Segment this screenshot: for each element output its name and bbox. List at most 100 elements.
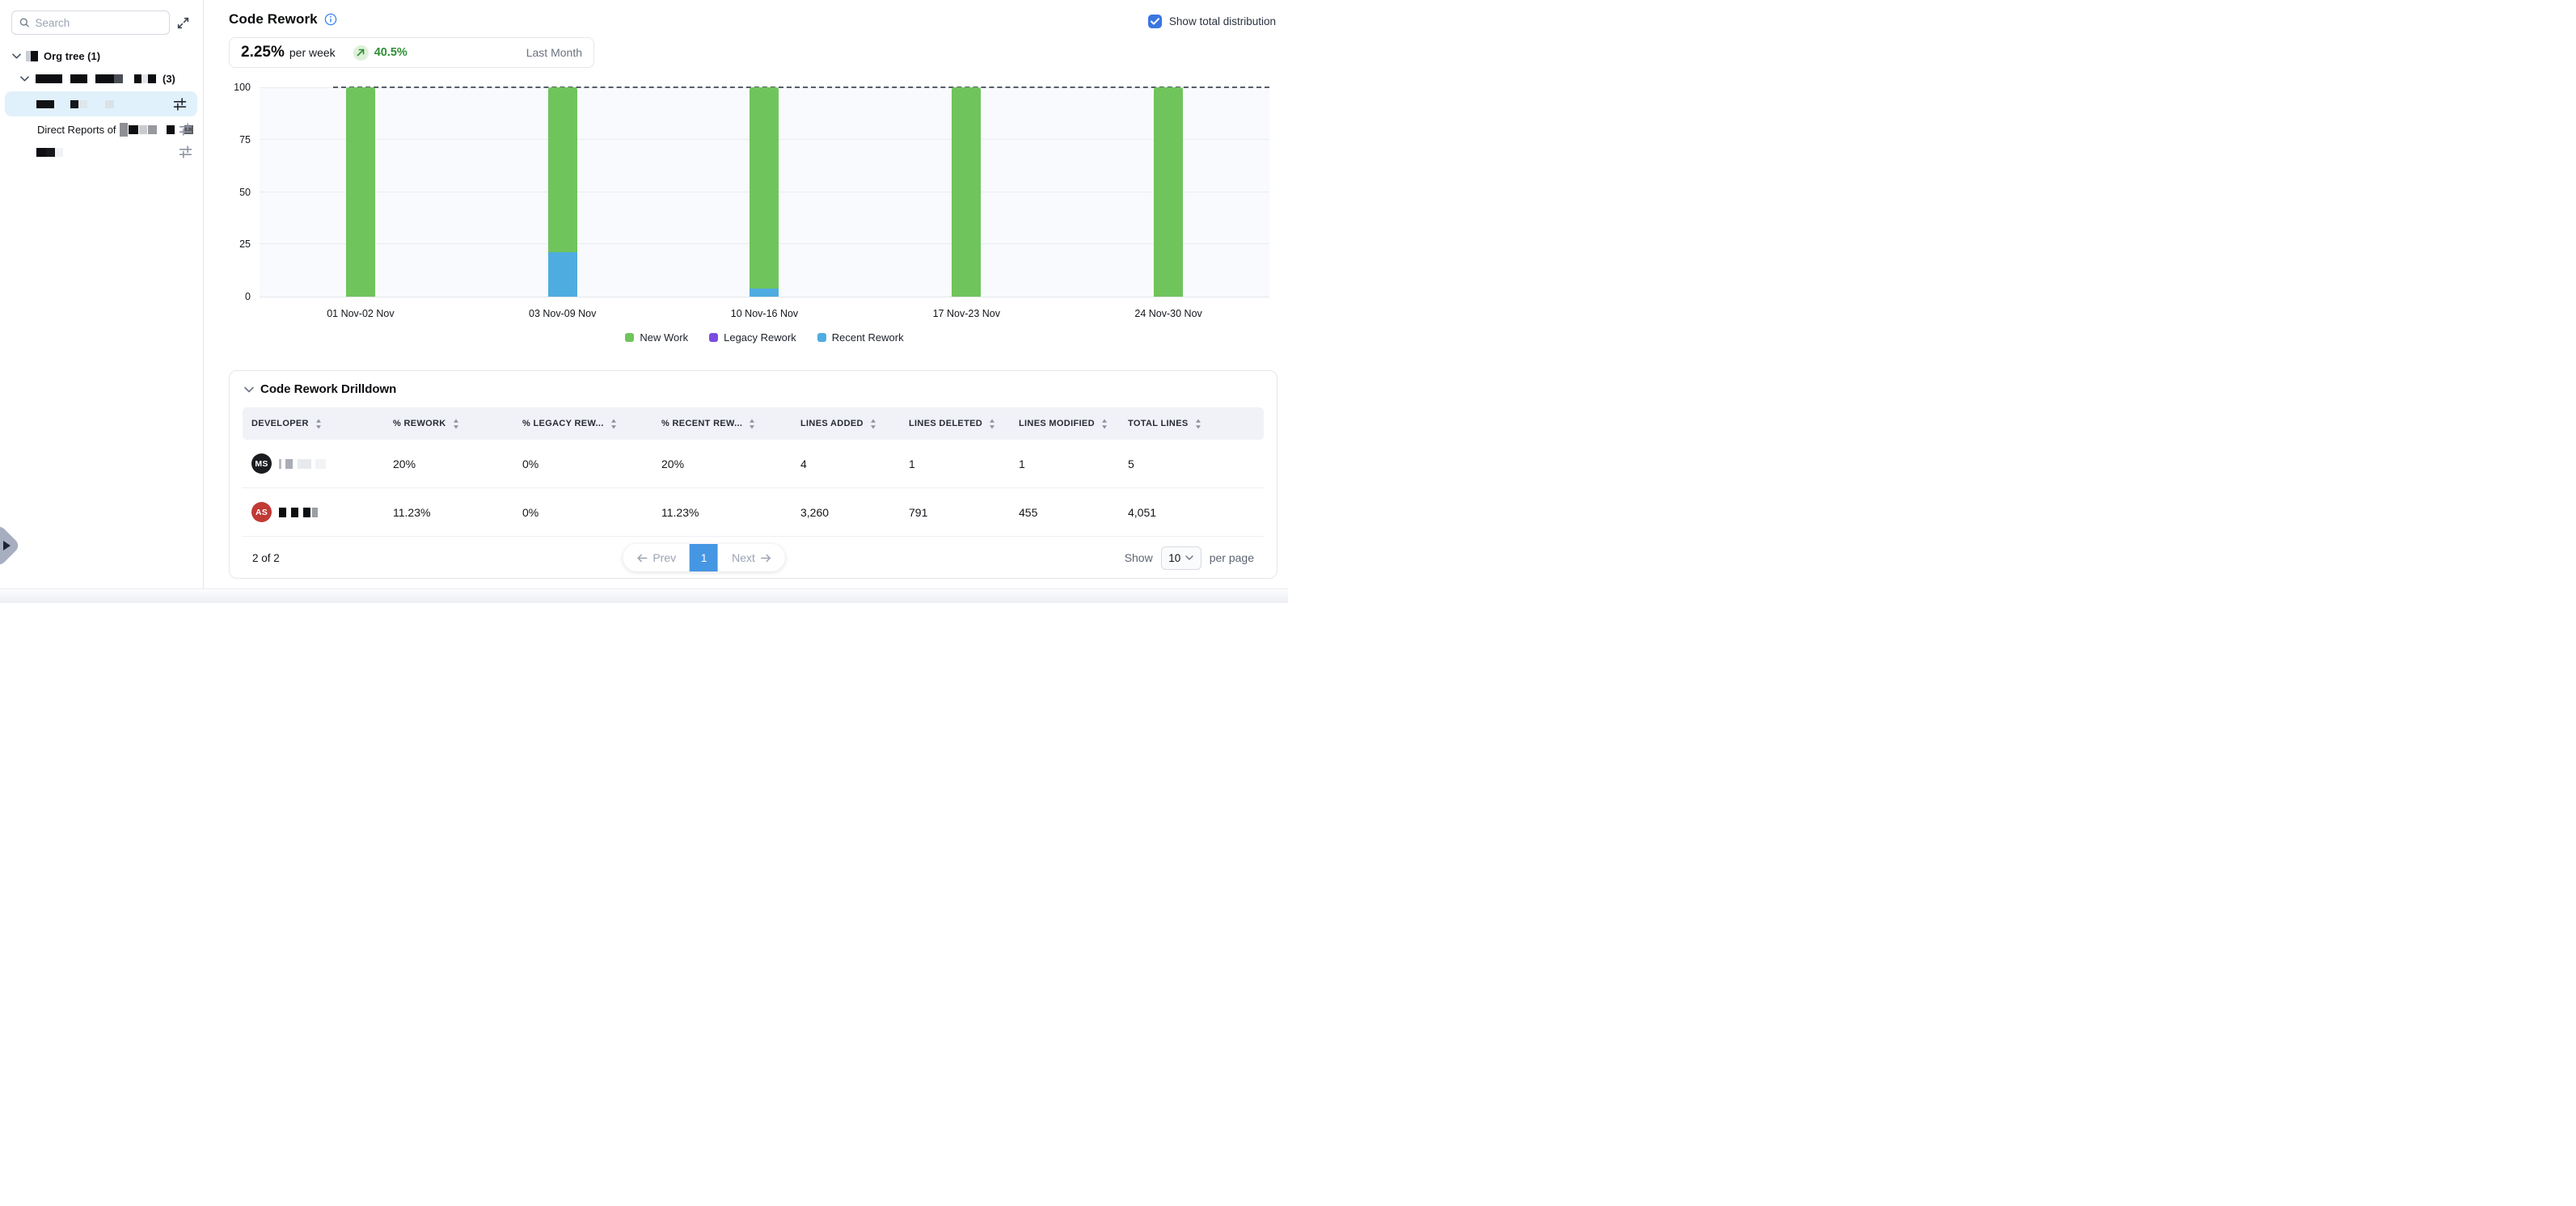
redacted-team-name [36,100,114,108]
column-header-lines-modified[interactable]: Lines Modified [1010,419,1119,429]
redacted-block [36,148,46,157]
redacted-block [78,100,87,108]
x-axis-label: 10 Nov-16 Nov [664,308,866,319]
current-page-button[interactable]: 1 [690,544,718,571]
redacted-block [114,74,123,83]
legacy-rework-cell: 0% [513,506,652,519]
redacted-block [167,125,175,134]
sort-icon[interactable] [315,419,322,429]
developer-cell: AS [243,502,384,522]
x-axis-label: 17 Nov-23 Nov [865,308,1067,319]
rework-stacked-bar-chart [260,87,1269,297]
x-axis-label: 24 Nov-30 Nov [1067,308,1269,319]
bar-segment-recent-rework [750,289,779,297]
total-lines-cell: 4,051 [1119,506,1264,519]
table-row: AS 11.23% 0% 11.23% 3,260 791 455 4,051 [243,488,1264,537]
sort-icon[interactable] [989,419,995,429]
column-header-label: Lines Deleted [909,419,982,428]
next-page-button[interactable]: Next [718,544,785,571]
pagination-control: Prev 1 Next [623,544,785,571]
redacted-block [312,508,318,517]
org-tree-icon [26,51,38,61]
redacted-block [279,508,286,517]
column-header-recent-rew[interactable]: % Recent Rew... [652,419,792,429]
redacted-block [105,100,114,108]
lines-modified-cell: 1 [1010,458,1119,470]
sort-icon[interactable] [749,419,755,429]
column-header-label: Lines Modified [1019,419,1095,428]
bar-segment-new-work [548,87,577,252]
bar-03 Nov-09 Nov [462,87,664,297]
page-size-group: Show 10 per page [1125,546,1254,570]
stat-value: 2.25% [241,44,285,61]
trend-percentage: 40.5% [374,46,408,59]
column-header-developer[interactable]: Developer [243,419,384,429]
main-content: Code Rework Show total distribution 2.25… [204,0,1288,603]
sort-icon[interactable] [1101,419,1108,429]
sort-icon[interactable] [1195,419,1201,429]
redacted-block [70,74,87,83]
chart-y-axis: 0255075100 [215,87,251,297]
redacted-block [134,74,141,83]
filter-sliders-icon[interactable] [179,123,192,137]
sidebar-collapse-arrow-icon[interactable] [3,541,11,550]
redacted-block [70,100,78,108]
info-icon[interactable] [324,13,337,26]
legend-item-new-work[interactable]: New Work [625,331,688,344]
checkmark-icon [1151,18,1159,25]
redacted-block [120,123,128,137]
filter-sliders-icon[interactable] [179,145,192,159]
tree-row-direct-reports[interactable]: Direct Reports of [0,118,203,141]
legend-swatch [817,333,826,342]
recent-rework-cell: 20% [652,458,792,470]
redacted-block [148,125,157,134]
legacy-rework-cell: 0% [513,458,652,470]
redacted-block [285,459,293,469]
tree-row-member[interactable] [0,141,203,163]
tree-row-group[interactable]: (3) [0,69,203,88]
legend-item-recent-rework[interactable]: Recent Rework [817,331,904,344]
dashboard-root: Org tree (1) (3) Direct Reports of [0,0,1288,603]
lines-deleted-cell: 1 [900,458,1010,470]
y-axis-label: 25 [239,238,251,250]
search-input[interactable] [35,17,162,29]
page-size-select[interactable]: 10 [1161,546,1201,570]
expand-sidebar-icon[interactable] [176,16,191,31]
chevron-down-icon[interactable] [12,53,21,59]
org-sidebar: Org tree (1) (3) Direct Reports of [0,0,204,603]
column-header-total-lines[interactable]: Total Lines [1119,419,1264,429]
arrow-left-icon [636,554,647,563]
search-icon [19,17,29,28]
show-label: Show [1125,551,1153,564]
lines-added-cell: 3,260 [792,506,900,519]
sort-icon[interactable] [453,419,459,429]
redacted-block [279,459,281,469]
table-header-row: Developer% Rework% Legacy Rew...% Recent… [243,407,1264,440]
org-tree: Org tree (1) (3) Direct Reports of [0,45,203,163]
legend-item-legacy-rework[interactable]: Legacy Rework [709,331,796,344]
bar-01 Nov-02 Nov [260,87,462,297]
show-total-distribution-checkbox[interactable] [1148,15,1162,28]
filter-sliders-icon[interactable] [173,97,187,111]
column-header-legacy-rew[interactable]: % Legacy Rew... [513,419,652,429]
column-header-lines-added[interactable]: Lines Added [792,419,900,429]
column-header-lines-deleted[interactable]: Lines Deleted [900,419,1010,429]
drilldown-table: Developer% Rework% Legacy Rew...% Recent… [243,407,1264,537]
column-header-rework[interactable]: % Rework [384,419,513,429]
redacted-block [95,74,114,83]
recent-rework-cell: 11.23% [652,506,792,519]
y-axis-label: 0 [245,291,251,302]
tree-row-org-tree[interactable]: Org tree (1) [0,45,203,66]
redacted-block [148,74,156,83]
redacted-block [36,100,54,108]
redacted-block [36,74,62,83]
legend-swatch [625,333,634,342]
search-box[interactable] [11,11,170,35]
collapse-chevron-icon[interactable] [244,386,254,393]
sort-icon[interactable] [870,419,876,429]
prev-page-button[interactable]: Prev [623,544,690,571]
chevron-down-icon[interactable] [20,76,29,82]
per-page-label: per page [1210,551,1254,564]
tree-row-selected-team[interactable] [5,91,197,116]
sort-icon[interactable] [610,419,617,429]
